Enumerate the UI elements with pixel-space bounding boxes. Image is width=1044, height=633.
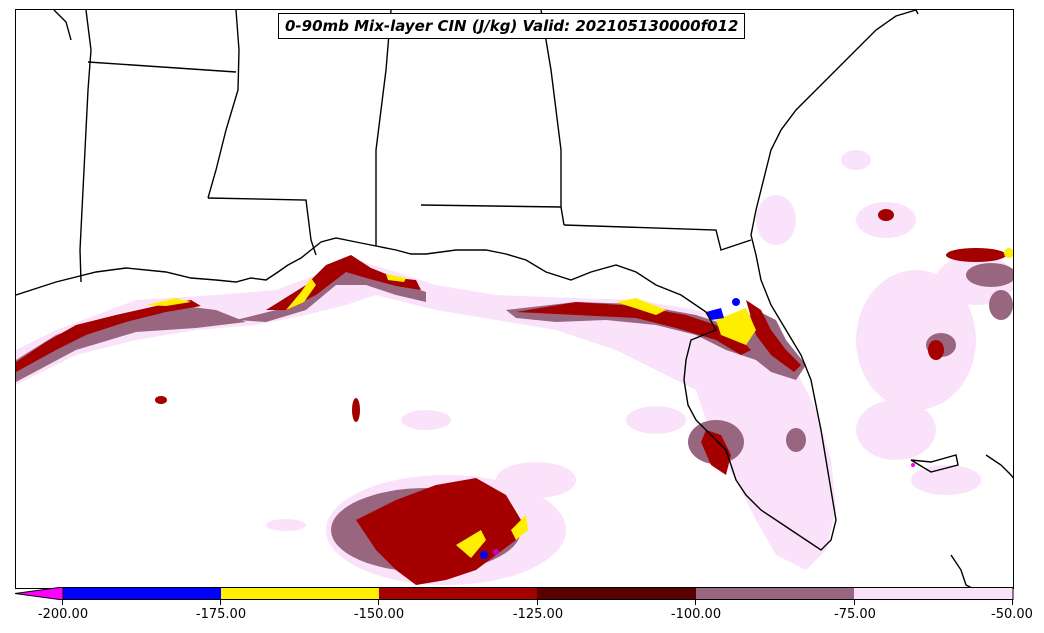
cin-blue-field: [480, 298, 915, 559]
colorbar-tick: [378, 600, 379, 605]
colorbar-tick-label: -125.00: [512, 607, 564, 622]
colorbar-tick-label: -75.00: [834, 607, 876, 622]
colorbar: [15, 587, 1014, 600]
cin-darkred-field: [16, 209, 1006, 585]
colorbar-bin: [696, 587, 854, 600]
colorbar-outline: [62, 587, 1014, 600]
cin-yellow-field: [146, 248, 1013, 558]
colorbar-tick: [537, 600, 538, 605]
colorbar-tick-label: -150.00: [353, 607, 405, 622]
colorbar-bin: [221, 587, 379, 600]
colorbar-tick-label: -200.00: [37, 607, 89, 622]
cin-map: [16, 10, 1013, 588]
coastline-borders: [16, 10, 1013, 588]
colorbar-bin: [379, 587, 537, 600]
colorbar-bin: [854, 587, 1013, 600]
colorbar-tick: [62, 600, 63, 605]
colorbar-tick-label: -50.00: [991, 607, 1033, 622]
colorbar-extend-min: [15, 587, 64, 600]
map-title: 0-90mb Mix-layer CIN (J/kg) Valid: 20210…: [278, 13, 746, 39]
colorbar-tick: [220, 600, 221, 605]
colorbar-tick-label: -175.00: [195, 607, 247, 622]
colorbar-bin: [537, 587, 696, 600]
colorbar-tick-label: -100.00: [670, 607, 722, 622]
colorbar-tick: [854, 600, 855, 605]
colorbar-bin: [63, 587, 221, 600]
colorbar-tick: [695, 600, 696, 605]
map-panel: [15, 9, 1014, 589]
colorbar-tick: [1012, 600, 1013, 605]
